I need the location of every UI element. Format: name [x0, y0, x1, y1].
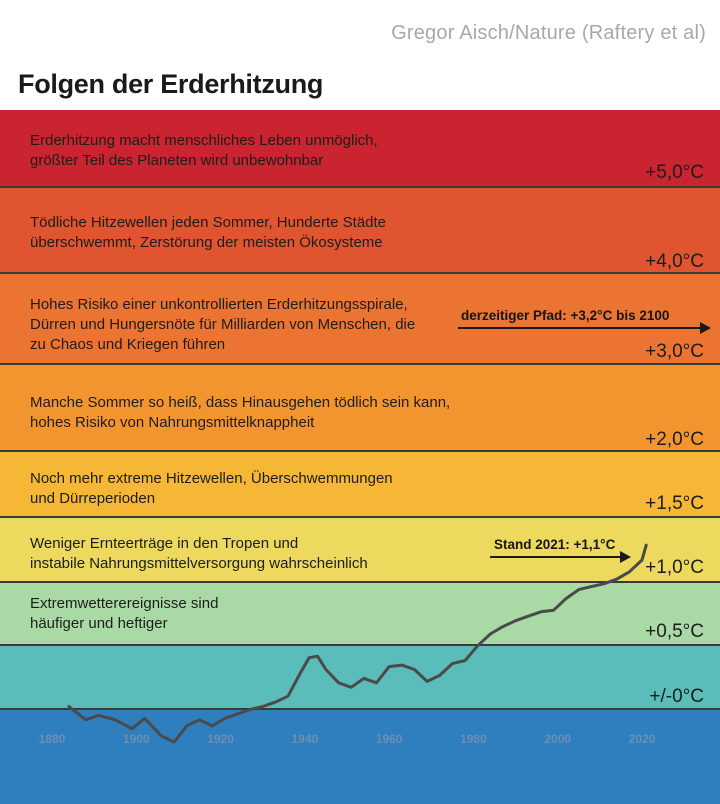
page-title: Folgen der Erderhitzung	[10, 66, 333, 104]
path-annotation: derzeitiger Pfad: +3,2°C bis 2100	[461, 308, 669, 323]
current-annotation: Stand 2021: +1,1°C	[494, 537, 615, 552]
path-arrow-head	[700, 322, 711, 334]
temperature-line	[69, 545, 646, 742]
current-arrow-head	[620, 551, 631, 563]
